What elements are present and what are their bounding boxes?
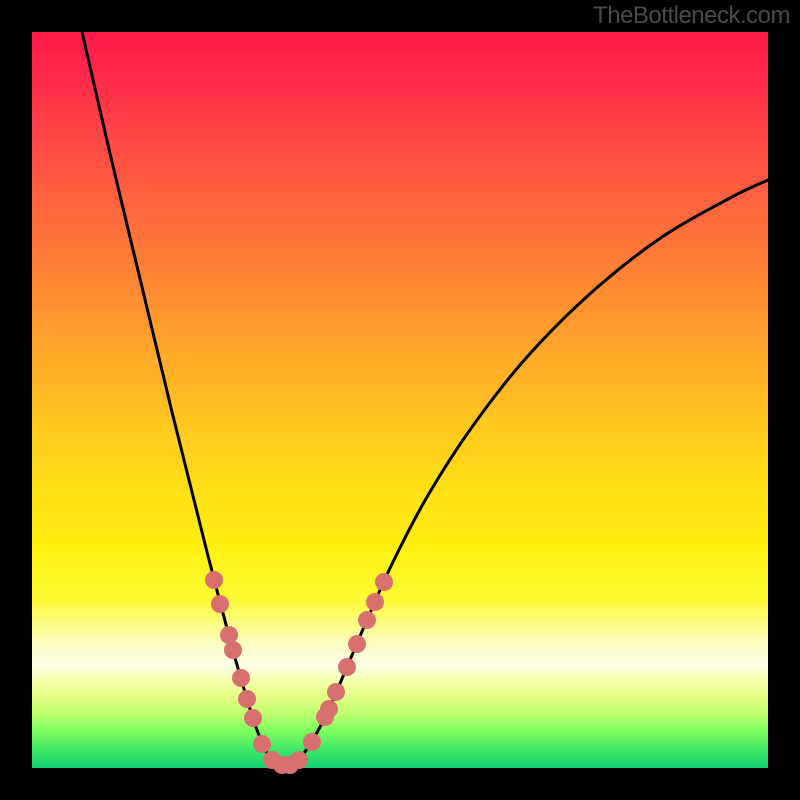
data-marker <box>320 700 338 718</box>
data-marker <box>375 573 393 591</box>
data-marker <box>238 690 256 708</box>
data-marker <box>338 658 356 676</box>
data-marker <box>224 641 242 659</box>
data-marker <box>205 571 223 589</box>
data-marker <box>303 733 321 751</box>
plot-area <box>32 32 768 768</box>
data-marker <box>348 635 366 653</box>
data-marker <box>211 595 229 613</box>
data-marker <box>327 683 345 701</box>
marker-group <box>205 571 393 774</box>
data-marker <box>232 669 250 687</box>
curve-overlay <box>32 32 768 768</box>
watermark-text: TheBottleneck.com <box>593 2 790 30</box>
data-marker <box>244 709 262 727</box>
bottleneck-curve <box>82 32 768 766</box>
chart-container: TheBottleneck.com <box>0 0 800 800</box>
data-marker <box>253 735 271 753</box>
data-marker <box>366 593 384 611</box>
data-marker <box>290 751 308 769</box>
data-marker <box>358 611 376 629</box>
